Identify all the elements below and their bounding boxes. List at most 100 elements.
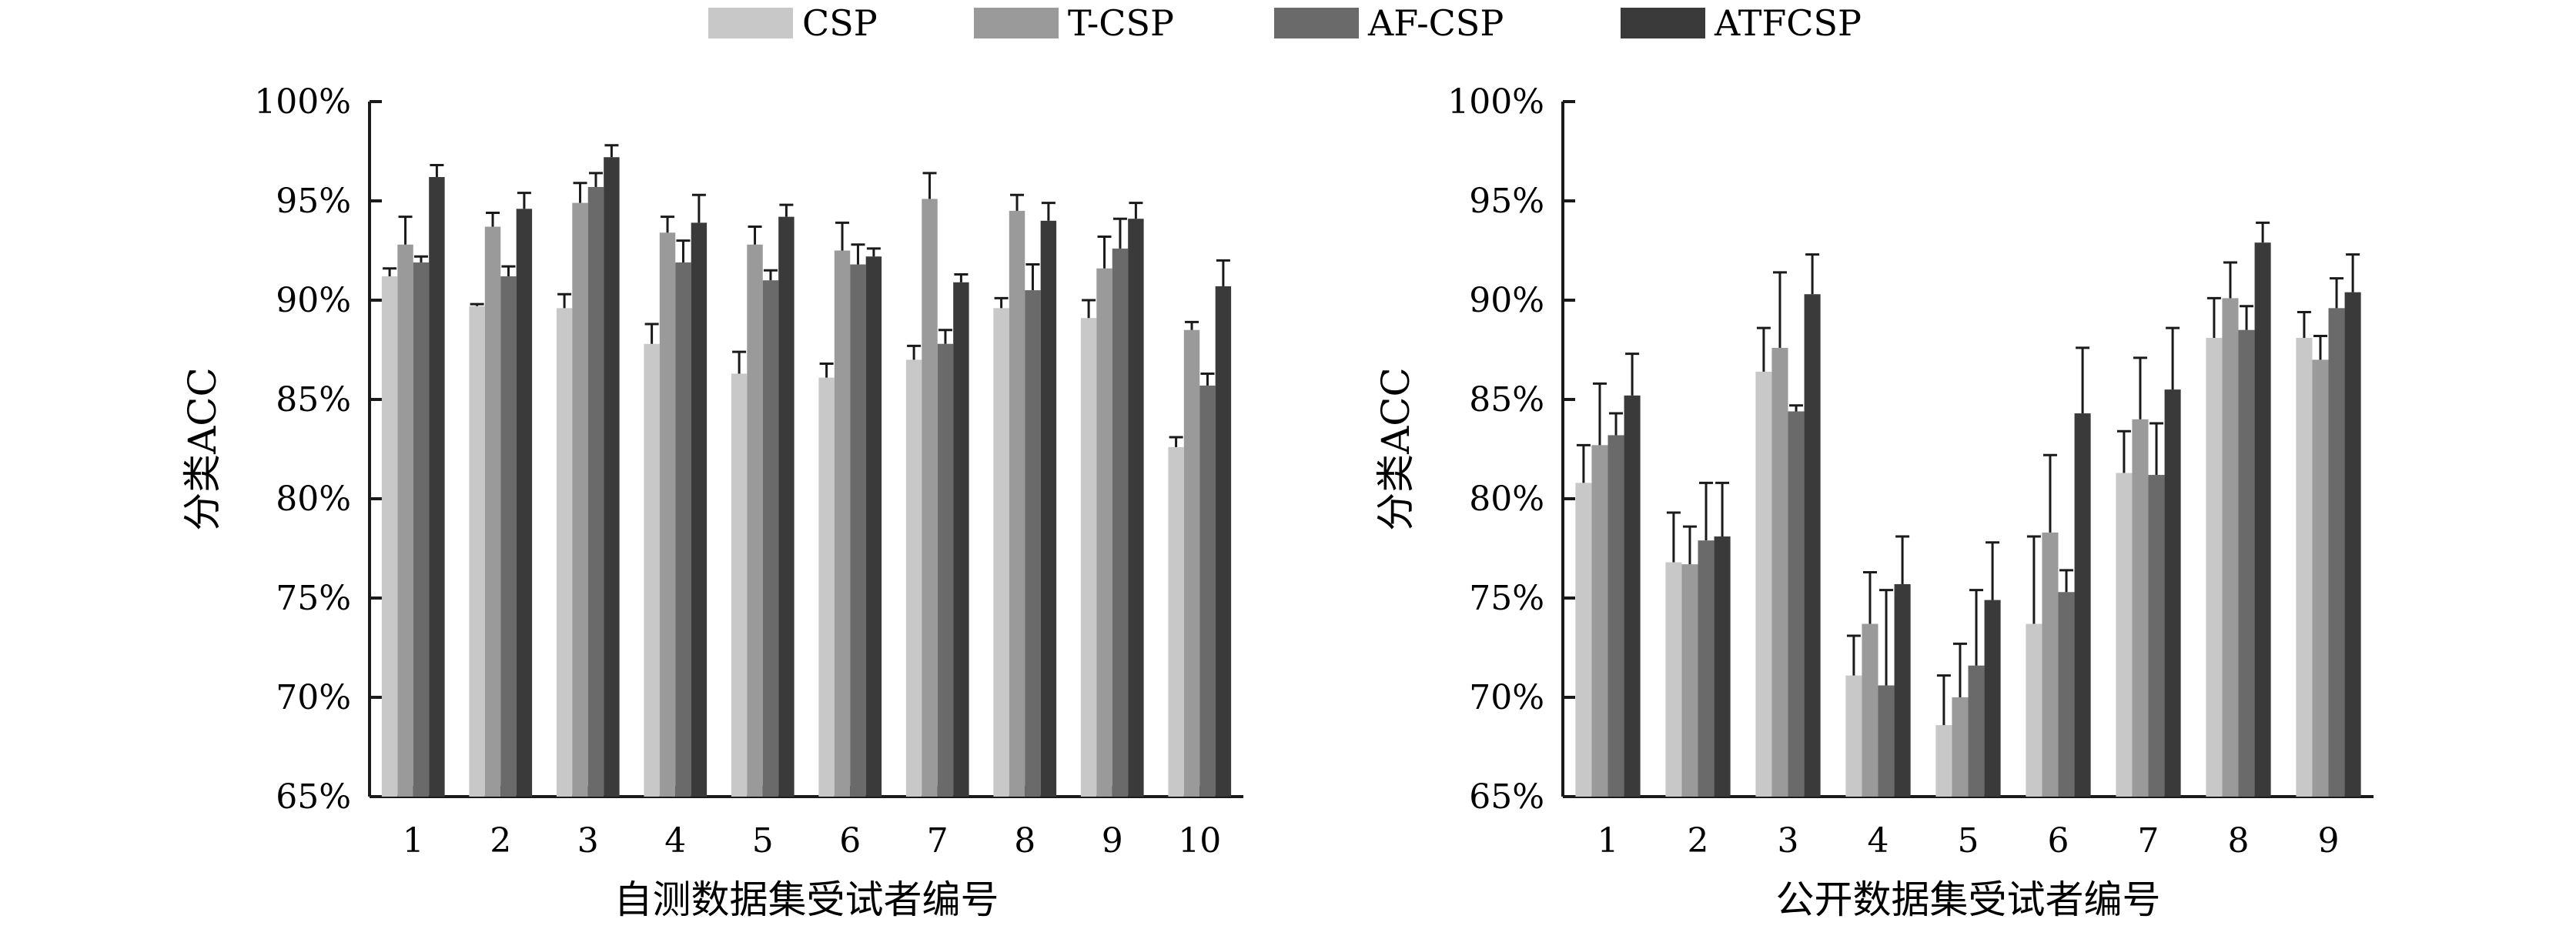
bar-T-CSP-4 (659, 232, 676, 797)
bar-T-CSP-4 (1862, 623, 1878, 797)
x-tick-label: 6 (839, 821, 861, 860)
bar-T-CSP-2 (484, 226, 501, 797)
x-tick-label: 2 (490, 821, 511, 860)
bar-ATFCSP-7 (953, 282, 969, 797)
bar-ATFCSP-2 (516, 209, 533, 797)
bar-CSP-6 (2026, 623, 2042, 797)
x-tick-label: 8 (1014, 821, 1035, 860)
y-tick-label: 95% (276, 182, 351, 221)
bar-T-CSP-8 (2222, 298, 2239, 797)
bar-ATFCSP-8 (1040, 220, 1057, 797)
x-tick-label: 10 (1178, 821, 1221, 860)
bar-T-CSP-7 (922, 199, 938, 797)
bar-T-CSP-3 (1771, 347, 1788, 797)
bar-ATFCSP-3 (1804, 294, 1821, 797)
bar-AF-CSP-10 (1199, 385, 1216, 797)
bar-T-CSP-1 (397, 244, 413, 797)
bar-ATFCSP-3 (604, 157, 620, 797)
x-tick-label: 7 (2138, 821, 2159, 860)
bar-AF-CSP-6 (2058, 592, 2075, 797)
legend-label-2: AF-CSP (1367, 2, 1504, 44)
bar-T-CSP-6 (834, 250, 851, 797)
y-tick-label: 95% (1469, 182, 1544, 221)
bar-CSP-7 (2116, 473, 2133, 797)
bar-AF-CSP-7 (937, 343, 954, 797)
bar-ATFCSP-1 (1624, 395, 1641, 797)
bar-CSP-8 (2206, 338, 2223, 797)
bar-AF-CSP-9 (2328, 308, 2345, 797)
x-tick-label: 2 (1688, 821, 1709, 860)
y-axis-title: 分类ACC (180, 367, 225, 531)
bar-T-CSP-9 (1096, 268, 1112, 797)
bar-AF-CSP-2 (1698, 540, 1715, 797)
legend-swatch-0 (708, 8, 793, 38)
bar-T-CSP-10 (1183, 329, 1200, 797)
legend-swatch-1 (974, 8, 1059, 38)
y-tick-label: 75% (276, 579, 351, 618)
x-tick-label: 9 (2318, 821, 2340, 860)
y-tick-label: 80% (276, 480, 351, 519)
bar-AF-CSP-5 (762, 280, 779, 797)
bar-AF-CSP-1 (413, 262, 430, 797)
bar-AF-CSP-2 (500, 276, 517, 797)
x-tick-label: 3 (1778, 821, 1799, 860)
bar-AF-CSP-3 (1788, 411, 1805, 797)
bar-CSP-9 (1080, 318, 1097, 797)
bar-AF-CSP-5 (1968, 665, 1985, 797)
bar-CSP-3 (556, 308, 573, 797)
x-tick-label: 4 (664, 821, 686, 860)
bar-CSP-2 (1665, 562, 1682, 797)
bar-T-CSP-2 (1681, 564, 1698, 797)
y-tick-label: 70% (1469, 678, 1544, 717)
bar-CSP-2 (469, 306, 485, 797)
x-tick-label: 8 (2228, 821, 2250, 860)
bar-CSP-4 (644, 343, 660, 797)
chart-self-test: 65% 70% 75% 80% 85% 90% 95% 100% 1 2 3 4 5 6 7 8 9 10 自测数据… (180, 82, 1243, 922)
bar-ATFCSP-5 (778, 216, 795, 797)
bar-T-CSP-9 (2312, 359, 2329, 797)
bar-T-CSP-3 (572, 202, 588, 797)
bar-CSP-10 (1168, 446, 1184, 797)
bar-ATFCSP-6 (2074, 413, 2091, 797)
y-tick-label: 80% (1469, 480, 1544, 519)
bar-T-CSP-8 (1009, 210, 1025, 797)
bar-T-CSP-5 (1952, 697, 1969, 797)
bar-ATFCSP-10 (1215, 286, 1232, 797)
y-tick-label: 100% (1447, 82, 1544, 122)
bar-CSP-9 (2296, 338, 2313, 797)
y-tick-label: 90% (276, 281, 351, 320)
bar-CSP-1 (1575, 483, 1592, 797)
bar-AF-CSP-9 (1112, 248, 1129, 797)
bar-AF-CSP-4 (1878, 685, 1895, 797)
x-tick-label: 3 (577, 821, 599, 860)
bar-ATFCSP-1 (429, 177, 445, 797)
legend-label-3: ATFCSP (1714, 2, 1862, 44)
y-tick-label: 65% (276, 777, 351, 817)
bar-ATFCSP-7 (2164, 389, 2181, 797)
bar-CSP-6 (818, 377, 835, 797)
y-tick-label: 75% (1469, 579, 1544, 618)
chart-public: 65% 70% 75% 80% 85% 90% 95% 100% 1 2 3 4 5 6 7 8 9 公开数据集受… (1373, 82, 2374, 922)
bar-AF-CSP-8 (2238, 329, 2255, 797)
x-tick-label: 6 (2048, 821, 2069, 860)
bar-ATFCSP-9 (2344, 292, 2361, 797)
bar-AF-CSP-4 (675, 262, 691, 797)
bar-AF-CSP-7 (2148, 475, 2165, 797)
bar-CSP-5 (731, 373, 748, 797)
y-tick-label: 85% (1469, 380, 1544, 419)
bar-ATFCSP-4 (691, 222, 708, 797)
x-tick-label: 5 (1958, 821, 1979, 860)
x-tick-label: 9 (1102, 821, 1123, 860)
x-tick-label: 7 (927, 821, 948, 860)
bar-ATFCSP-4 (1894, 583, 1911, 797)
x-tick-label: 1 (1597, 821, 1619, 860)
bar-CSP-5 (1935, 725, 1952, 797)
bar-CSP-7 (905, 359, 922, 797)
y-tick-label: 85% (276, 380, 351, 419)
x-axis-title: 公开数据集受试者编号 (1776, 877, 2161, 922)
y-tick-label: 65% (1469, 777, 1544, 817)
legend: CSP T-CSP AF-CSP ATFCSP (708, 2, 1862, 44)
legend-swatch-3 (1621, 8, 1705, 38)
bar-ATFCSP-9 (1128, 219, 1144, 797)
